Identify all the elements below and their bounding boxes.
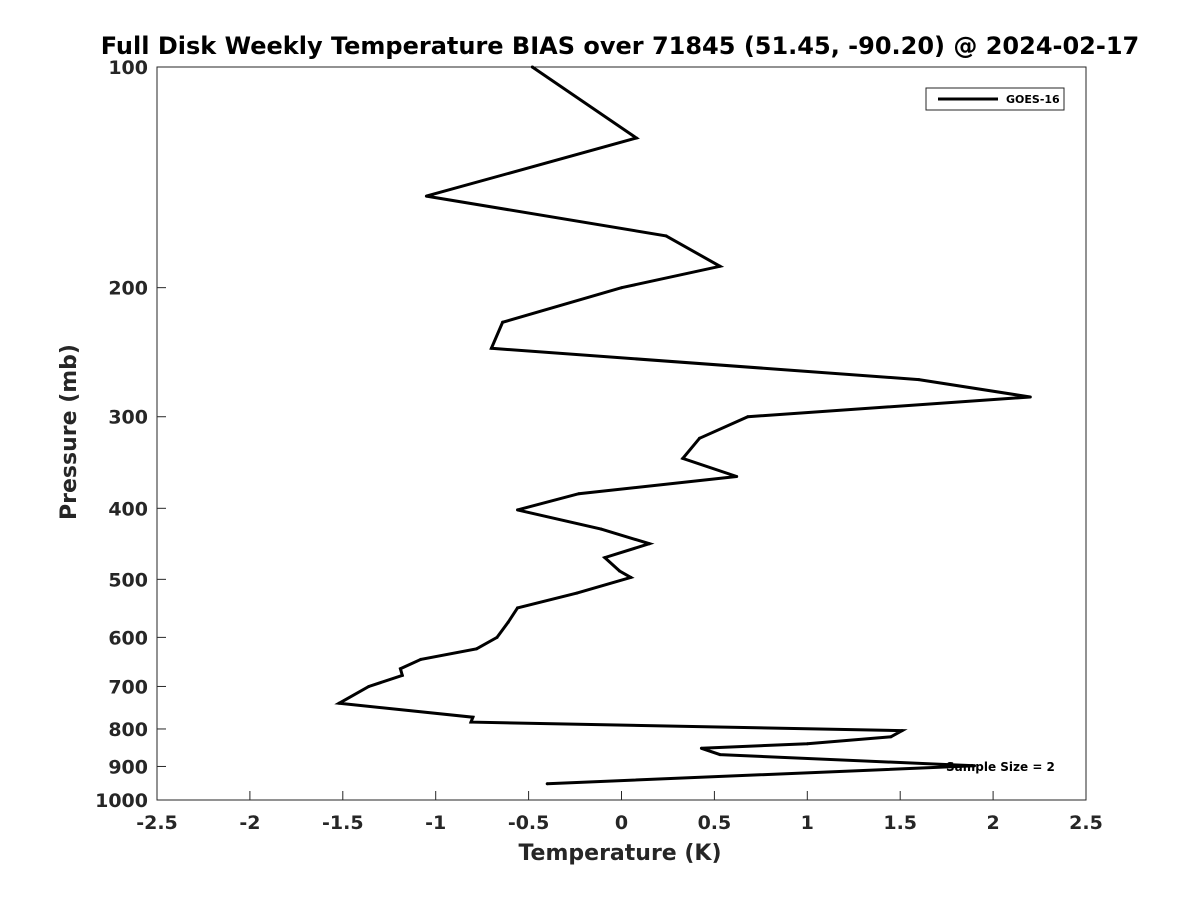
x-tick-label: 0.5 [698, 812, 732, 834]
data-point [506, 620, 510, 624]
y-axis: 100 200 300 400 500 600 700 800 900 1000 [95, 57, 166, 812]
x-tick-label: -2 [239, 812, 260, 834]
y-tick-label: 600 [108, 627, 148, 649]
series-points [337, 65, 1032, 786]
y-tick-label: 200 [108, 278, 148, 300]
data-point [367, 685, 371, 688]
x-tick-label: -1.5 [322, 812, 364, 834]
y-tick-label: 500 [108, 569, 148, 591]
x-tick-label: 0 [615, 812, 628, 834]
chart-title: Full Disk Weekly Temperature BIAS over 7… [101, 32, 1140, 60]
data-point [516, 508, 519, 512]
data-point [889, 735, 893, 739]
data-point [618, 569, 622, 573]
data-point [495, 635, 499, 639]
data-point [620, 286, 623, 290]
data-point [577, 492, 581, 496]
data-point [900, 729, 904, 733]
data-point [398, 667, 402, 671]
data-point [501, 320, 505, 324]
data-point [530, 65, 534, 69]
data-point [634, 136, 638, 140]
data-point [400, 673, 404, 677]
x-tick-label: 2 [986, 812, 999, 834]
data-point [698, 436, 701, 440]
data-point [575, 591, 579, 595]
x-tick-label: 1 [801, 812, 814, 834]
data-point [516, 606, 519, 610]
plot-area [156, 66, 1087, 801]
data-point [699, 746, 703, 750]
y-tick-label: 300 [108, 407, 148, 429]
x-axis: -2.5 -2 -1.5 -1 -0.5 0 0.5 1 1.5 2 2.5 [136, 791, 1103, 834]
data-point [629, 575, 633, 579]
legend: GOES-16 [925, 87, 1065, 111]
x-axis-label: Temperature (K) [518, 841, 721, 866]
x-tick-label: 1.5 [883, 812, 917, 834]
data-point [337, 701, 341, 705]
data-point [545, 782, 549, 786]
y-tick-label: 900 [108, 756, 148, 778]
data-point [718, 264, 722, 268]
y-axis-label: Pressure (mb) [57, 344, 82, 520]
data-point [718, 753, 722, 757]
y-tick-label: 700 [108, 676, 148, 698]
data-point [469, 720, 473, 724]
data-point [603, 556, 607, 560]
data-point [489, 346, 493, 350]
y-tick-label: 100 [108, 57, 148, 79]
x-tick-label: 2.5 [1069, 812, 1103, 834]
data-point [917, 378, 921, 382]
data-point [475, 647, 479, 651]
data-point [973, 764, 976, 768]
y-tick-label: 1000 [95, 790, 148, 812]
y-tick-label: 800 [108, 719, 148, 741]
data-point [805, 742, 809, 746]
sample-size-annotation: Sample Size = 2 [946, 760, 1055, 774]
x-tick-label: -2.5 [136, 812, 178, 834]
data-point [647, 542, 651, 546]
data-point [424, 194, 428, 198]
y-tick-label: 400 [108, 498, 148, 520]
data-point [735, 475, 739, 478]
data-point [471, 715, 475, 719]
x-tick-label: -0.5 [508, 812, 550, 834]
data-point [1028, 395, 1032, 399]
legend-label-goes-16: GOES-16 [1006, 93, 1060, 106]
x-tick-label: -1 [425, 812, 446, 834]
data-point [746, 415, 750, 419]
data-point [664, 234, 668, 238]
data-point [419, 657, 423, 661]
series-line-goes-16 [334, 65, 1031, 786]
data-point [599, 527, 603, 531]
data-point [681, 456, 685, 460]
